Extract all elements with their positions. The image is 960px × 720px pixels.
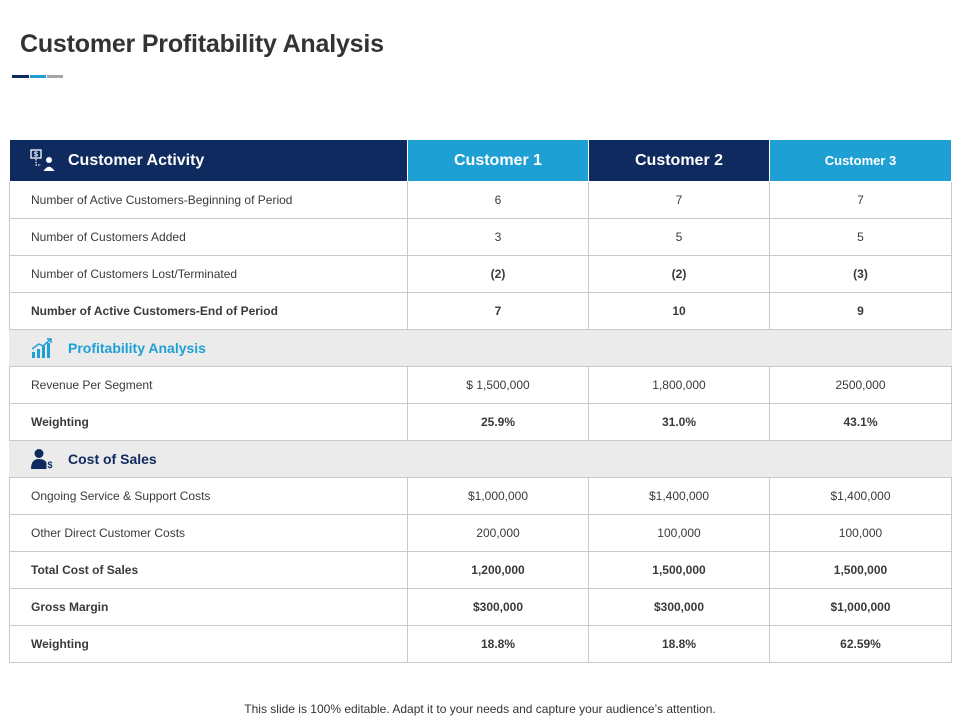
header-customer-3: Customer 3: [769, 139, 952, 182]
row-label: Gross Margin: [9, 588, 408, 626]
cell-customer-2: 1,800,000: [588, 366, 770, 404]
cell-customer-2: (2): [588, 255, 770, 293]
cell-customer-1: 25.9%: [407, 403, 589, 441]
profitability-table: $ Customer Activity Customer 1 Customer …: [9, 139, 952, 663]
header-customer-2: Customer 2: [588, 139, 770, 182]
cell-customer-3: 62.59%: [769, 625, 952, 663]
cell-customer-1: $1,000,000: [407, 477, 589, 515]
growth-chart-icon: [31, 338, 52, 358]
cell-customer-2: 7: [588, 181, 770, 219]
cell-customer-3: 100,000: [769, 514, 952, 552]
row-label: Number of Customers Lost/Terminated: [9, 255, 408, 293]
row-label: Number of Active Customers-Beginning of …: [9, 181, 408, 219]
section-label: Cost of Sales: [68, 451, 157, 467]
table-row: Ongoing Service & Support Costs $1,000,0…: [9, 477, 952, 515]
row-label: Ongoing Service & Support Costs: [9, 477, 408, 515]
cell-customer-1: 1,200,000: [407, 551, 589, 589]
table-row: Total Cost of Sales 1,200,000 1,500,000 …: [9, 551, 952, 589]
footer-note: This slide is 100% editable. Adapt it to…: [244, 702, 716, 716]
row-label: Other Direct Customer Costs: [9, 514, 408, 552]
cell-customer-2: 100,000: [588, 514, 770, 552]
header-customer-activity: $ Customer Activity: [9, 139, 408, 182]
cell-customer-3: 2500,000: [769, 366, 952, 404]
row-label: Number of Active Customers-End of Period: [9, 292, 408, 330]
cell-customer-2: 10: [588, 292, 770, 330]
cell-customer-2: 1,500,000: [588, 551, 770, 589]
svg-text:$: $: [47, 460, 52, 470]
cell-customer-2: 31.0%: [588, 403, 770, 441]
cell-customer-3: 5: [769, 218, 952, 256]
cell-customer-1: (2): [407, 255, 589, 293]
cell-customer-3: 43.1%: [769, 403, 952, 441]
section-header: $ Cost of Sales: [9, 440, 952, 478]
cell-customer-1: 6: [407, 181, 589, 219]
table-row: Weighting 18.8% 18.8% 62.59%: [9, 625, 952, 663]
cell-customer-3: $1,000,000: [769, 588, 952, 626]
cell-customer-2: $300,000: [588, 588, 770, 626]
table-row: Other Direct Customer Costs 200,000 100,…: [9, 514, 952, 552]
page-title: Customer Profitability Analysis: [20, 30, 384, 58]
cell-customer-1: 200,000: [407, 514, 589, 552]
row-label: Revenue Per Segment: [9, 366, 408, 404]
section-header: Profitability Analysis: [9, 329, 952, 367]
table-row: Number of Customers Lost/Terminated (2) …: [9, 255, 952, 293]
table-header-row: $ Customer Activity Customer 1 Customer …: [9, 139, 952, 182]
cell-customer-3: 1,500,000: [769, 551, 952, 589]
cell-customer-2: 18.8%: [588, 625, 770, 663]
table-row: Gross Margin $300,000 $300,000 $1,000,00…: [9, 588, 952, 626]
row-label: Weighting: [9, 403, 408, 441]
header-customer-1: Customer 1: [407, 139, 589, 182]
cell-customer-3: 7: [769, 181, 952, 219]
table-row: Number of Customers Added 3 5 5: [9, 218, 952, 256]
title-accent-gray: [47, 75, 63, 78]
header-activity-label: Customer Activity: [68, 151, 205, 169]
table-row: Number of Active Customers-End of Period…: [9, 292, 952, 330]
table-row: Number of Active Customers-Beginning of …: [9, 181, 952, 219]
title-accent-cyan: [30, 75, 46, 78]
cell-customer-1: $300,000: [407, 588, 589, 626]
cell-customer-3: 9: [769, 292, 952, 330]
cell-customer-3: (3): [769, 255, 952, 293]
cell-customer-3: $1,400,000: [769, 477, 952, 515]
table-row: Weighting 25.9% 31.0% 43.1%: [9, 403, 952, 441]
dollar-user-icon: $: [30, 148, 55, 171]
row-label: Number of Customers Added: [9, 218, 408, 256]
cell-customer-1: 3: [407, 218, 589, 256]
table-row: Revenue Per Segment $ 1,500,000 1,800,00…: [9, 366, 952, 404]
cell-customer-1: $ 1,500,000: [407, 366, 589, 404]
user-dollar-icon: $: [31, 449, 53, 470]
section-cost-of-sales: $ Cost of Sales: [9, 440, 952, 478]
cell-customer-2: $1,400,000: [588, 477, 770, 515]
section-label: Profitability Analysis: [68, 340, 206, 356]
cell-customer-2: 5: [588, 218, 770, 256]
section-profitability-analysis: Profitability Analysis: [9, 329, 952, 367]
row-label: Total Cost of Sales: [9, 551, 408, 589]
row-label: Weighting: [9, 625, 408, 663]
title-accent-navy: [12, 75, 29, 78]
svg-text:$: $: [34, 151, 38, 158]
cell-customer-1: 7: [407, 292, 589, 330]
cell-customer-1: 18.8%: [407, 625, 589, 663]
